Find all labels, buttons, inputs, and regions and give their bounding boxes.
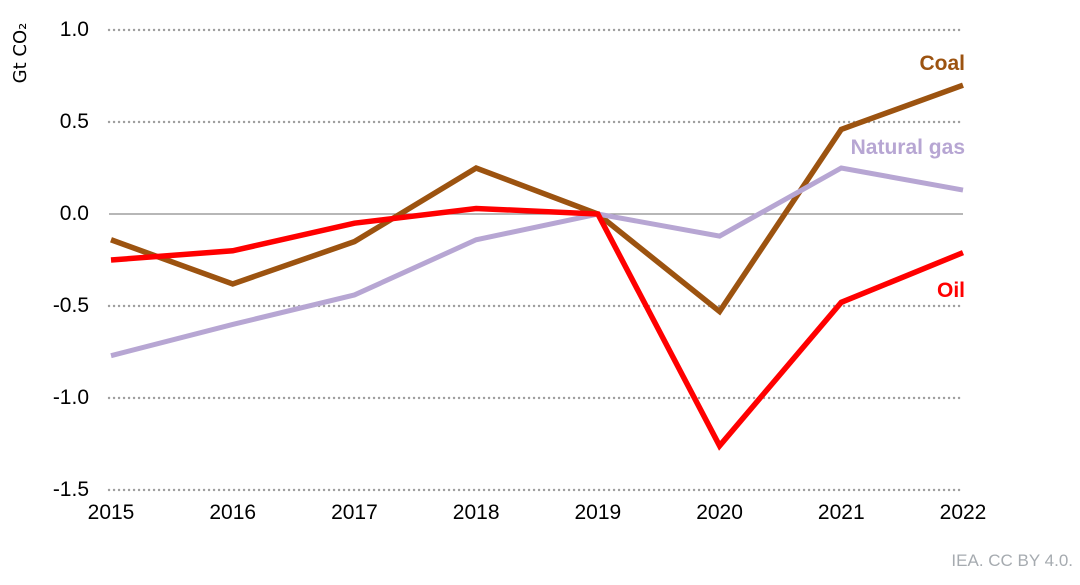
x-tick-label: 2021 [817, 501, 865, 524]
y-tick-label: -1.5 [52, 478, 89, 501]
series-label-oil: Oil [936, 279, 965, 302]
y-axis-title: Gt CO₂ [10, 22, 31, 84]
y-tick-label: 0.0 [59, 202, 89, 225]
series-line-natural-gas [110, 165, 964, 359]
series-line-oil [110, 205, 965, 451]
series-label-natural-gas: Natural gas [850, 136, 965, 159]
series-label-coal: Coal [919, 52, 965, 75]
x-tick-label: 2017 [331, 501, 378, 524]
y-tick-label: 0.5 [59, 110, 89, 133]
x-tick-label: 2018 [452, 501, 500, 524]
x-tick-label: 2022 [939, 501, 987, 524]
y-tick-label: -1.0 [52, 386, 89, 409]
attribution-text: IEA. CC BY 4.0. [951, 551, 1073, 570]
y-tick-label: -0.5 [52, 294, 89, 317]
x-tick-label: 2020 [696, 501, 743, 524]
series-line-coal [110, 82, 964, 316]
x-tick-label: 2019 [574, 501, 622, 524]
y-tick-label: 1.0 [59, 18, 89, 41]
x-tick-label: 2016 [209, 501, 257, 524]
x-tick-label: 2015 [87, 501, 135, 524]
